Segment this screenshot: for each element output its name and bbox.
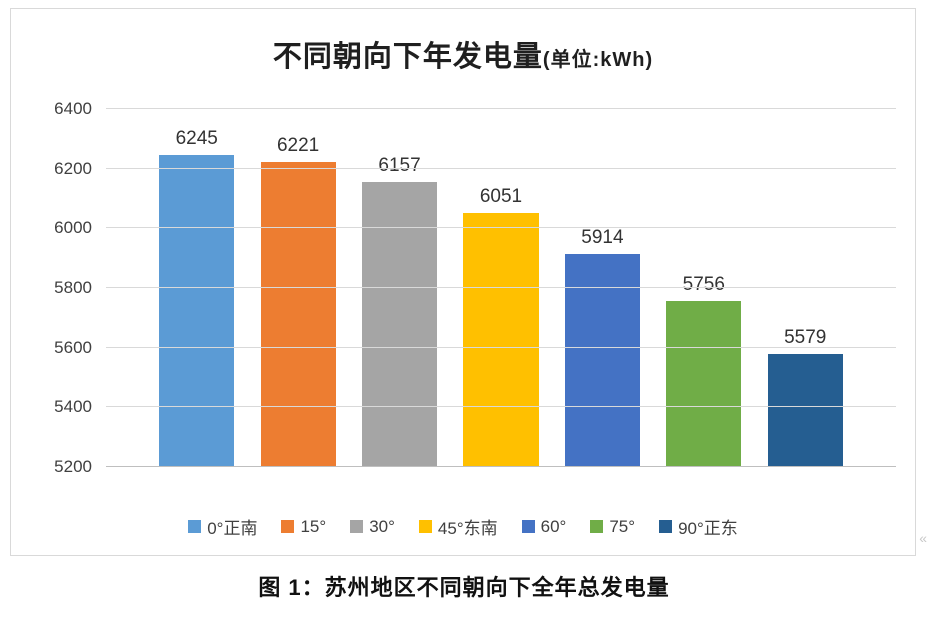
legend-label: 90°正东 xyxy=(678,519,738,538)
legend-swatch-icon xyxy=(188,520,202,533)
legend-item: 15° xyxy=(281,517,326,537)
legend-label: 75° xyxy=(609,516,636,536)
y-tick-label: 6000 xyxy=(54,218,92,238)
bar-group: 6157 xyxy=(349,109,450,467)
bar-group: 6221 xyxy=(247,109,348,467)
legend-item: 75° xyxy=(590,517,635,537)
bar xyxy=(767,353,843,467)
bar-value-label: 5914 xyxy=(581,227,624,248)
gridline xyxy=(106,287,896,288)
y-tick-label: 6200 xyxy=(54,158,92,178)
legend-swatch-icon xyxy=(590,520,604,533)
plot-area: 6245 6221 6157 6051 5914 5756 5579 5200 5400 560… xyxy=(54,99,896,476)
bar-value-label: 5756 xyxy=(682,274,725,296)
chart-title-unit: (单位:kWh) xyxy=(542,49,654,71)
legend-item: 90°正东 xyxy=(659,514,738,539)
bar-value-label: 6245 xyxy=(175,128,218,150)
chart-title: 不同朝向下年发电量(单位:kWh) xyxy=(11,33,915,75)
gridline xyxy=(106,227,896,229)
bar-value-label: 6221 xyxy=(276,135,320,157)
gridline xyxy=(106,108,896,109)
bar-group: 5579 xyxy=(755,109,856,467)
bar xyxy=(463,213,539,467)
bar-value-label: 6051 xyxy=(479,186,523,208)
legend-swatch-icon xyxy=(521,520,535,533)
bar-group: 6245 xyxy=(146,109,247,467)
legend: 0°正南 15° 30° 45°东南 60° 75° 90°正东 xyxy=(11,514,915,539)
gridline xyxy=(106,167,896,169)
y-tick-label: 5200 xyxy=(54,457,92,476)
gridline xyxy=(106,406,896,408)
bar xyxy=(159,155,235,467)
legend-item: 60° xyxy=(521,516,567,537)
legend-item: 30° xyxy=(350,517,395,537)
figure-caption: 图 1：苏州地区不同朝向下全年总发电量 xyxy=(258,575,670,600)
bar-value-label: 6157 xyxy=(378,154,421,176)
y-tick-label: 5600 xyxy=(54,337,92,357)
bar-group: 5914 xyxy=(552,109,653,467)
legend-label: 0°正南 xyxy=(207,519,258,538)
y-tick-label: 6400 xyxy=(54,99,92,118)
legend-label: 60° xyxy=(540,516,567,536)
gridline xyxy=(106,346,896,348)
bar-group: 6051 xyxy=(450,109,551,467)
legend-item: 0°正南 xyxy=(188,514,257,539)
bars: 6245 6221 6157 6051 5914 5756 5579 xyxy=(106,109,896,467)
bar xyxy=(260,162,336,467)
legend-swatch-icon xyxy=(350,520,364,533)
bar xyxy=(362,181,438,467)
bar xyxy=(666,301,742,467)
chart-title-main: 不同朝向下年发电量 xyxy=(272,41,543,73)
legend-swatch-icon xyxy=(659,520,673,533)
chart-container: 不同朝向下年发电量(单位:kWh) 6245 6221 6157 6051 5914 57… xyxy=(10,8,916,556)
legend-item: 45°东南 xyxy=(418,514,498,539)
y-tick-label: 5400 xyxy=(54,397,92,417)
y-tick-label: 5800 xyxy=(54,278,92,297)
legend-swatch-icon xyxy=(281,520,295,533)
legend-label: 45°东南 xyxy=(437,519,498,538)
gridline xyxy=(106,466,896,467)
bar-value-label: 5579 xyxy=(784,326,827,348)
bar-group: 5756 xyxy=(653,109,754,467)
legend-swatch-icon xyxy=(418,520,432,533)
bar xyxy=(564,254,640,467)
legend-label: 30° xyxy=(369,516,395,536)
chevron-left-icon: « xyxy=(919,530,927,546)
legend-label: 15° xyxy=(300,516,327,536)
